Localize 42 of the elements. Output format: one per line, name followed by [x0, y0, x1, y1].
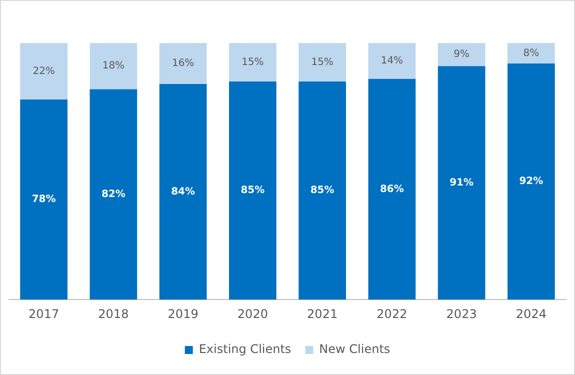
data-label: 9%: [454, 49, 470, 60]
bar: [438, 43, 486, 66]
bar: [159, 84, 207, 300]
data-label: 86%: [380, 184, 404, 195]
x-tick-label: 2022: [376, 306, 408, 321]
data-label: 92%: [519, 176, 544, 188]
bar: [368, 43, 416, 79]
data-label: 18%: [102, 60, 125, 72]
bar: [229, 43, 276, 82]
bar: [298, 81, 346, 300]
data-label: 85%: [240, 185, 265, 196]
data-label: 84%: [171, 186, 196, 198]
data-label: 91%: [450, 177, 474, 188]
data-label: 15%: [242, 56, 264, 68]
bar: [229, 81, 276, 300]
data-label: 22%: [32, 66, 55, 77]
data-label: 16%: [172, 58, 194, 70]
bar: [90, 89, 138, 300]
data-label: 85%: [310, 185, 334, 196]
x-tick-label: 2020: [237, 306, 268, 321]
bar: [508, 43, 555, 64]
x-tick-label: 2017: [28, 306, 60, 321]
x-tick-label: 2021: [307, 306, 338, 321]
x-tick-label: 2018: [98, 306, 129, 321]
data-label: 15%: [311, 56, 334, 68]
bar: [438, 66, 486, 300]
data-label: 8%: [523, 48, 540, 59]
bar: [20, 99, 68, 300]
legend-label: Existing Clients: [198, 342, 292, 356]
data-label: 82%: [101, 188, 126, 200]
bar: [508, 64, 555, 300]
bar: [298, 43, 346, 82]
bar: [368, 78, 416, 300]
bar: [90, 43, 138, 90]
x-tick-label: 2024: [516, 306, 546, 321]
bar: [20, 43, 68, 100]
data-label: 14%: [380, 56, 404, 67]
bar: [159, 43, 207, 84]
x-tick-label: 2023: [446, 306, 477, 321]
legend-label: New Clients: [319, 342, 390, 356]
x-tick-label: 2019: [168, 306, 198, 321]
data-label: 78%: [32, 194, 56, 206]
